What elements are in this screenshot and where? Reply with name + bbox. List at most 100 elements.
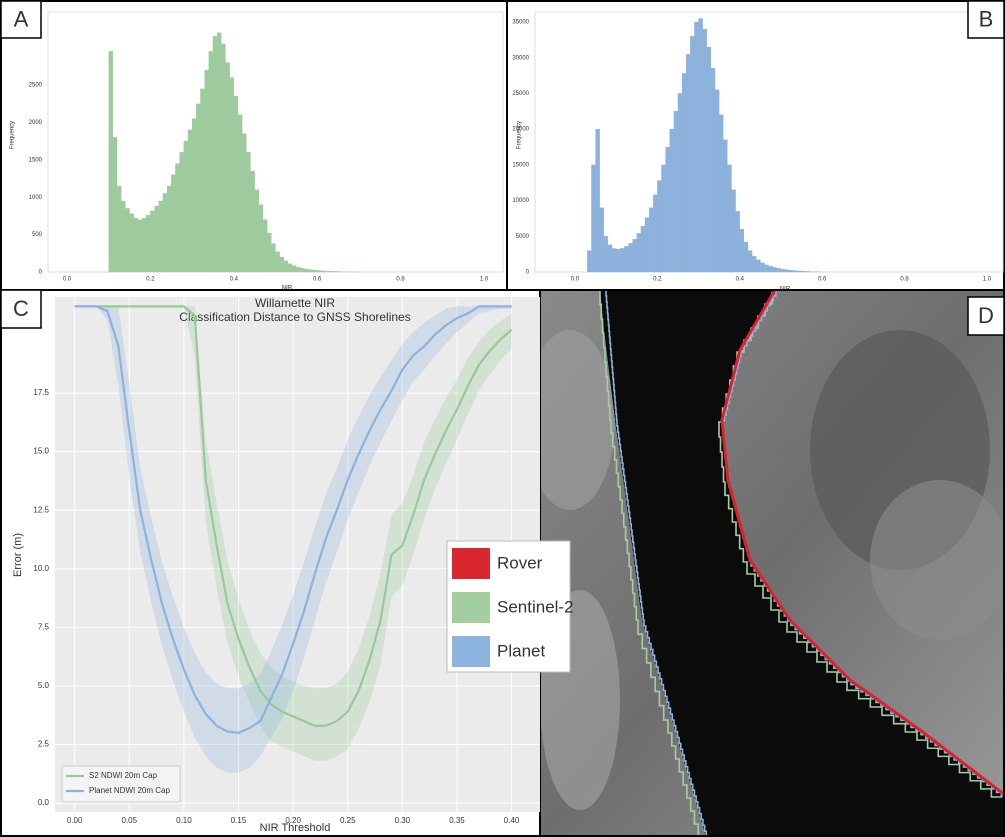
bar (283, 260, 289, 273)
bar (805, 271, 810, 273)
legend-swatch (452, 592, 490, 623)
panel-letters: A B C D (0, 0, 1005, 336)
panel-letter: A (14, 6, 29, 31)
charts: 0.0 0.2 0.4 0.6 0.8 1.0 0 500 1000 1500 2000 2500 NI… (10, 11, 1004, 834)
bar (187, 129, 193, 273)
bar (776, 268, 782, 273)
x-axis-label: NIR Threshold (260, 822, 331, 834)
bar (158, 200, 164, 273)
bar (607, 244, 613, 273)
bar (175, 163, 180, 273)
bar (764, 264, 769, 273)
shorelines (599, 290, 1005, 837)
x-tick-label: 0.20 (285, 816, 301, 825)
x-tick-label: 1.0 (983, 277, 992, 283)
bar (191, 118, 197, 273)
bar (179, 152, 184, 273)
y-tick-label: 10000 (512, 198, 529, 204)
bar (706, 46, 712, 273)
x-tick-label: 0.25 (340, 816, 356, 825)
panel-letter: D (978, 303, 994, 328)
x-axis-label: NIR (780, 287, 791, 293)
bar (116, 185, 122, 273)
x-tick-label: 0.8 (900, 277, 909, 283)
bar (246, 152, 251, 273)
land-texture (870, 480, 1005, 640)
bar (237, 114, 243, 273)
bar (636, 233, 642, 273)
bar (112, 137, 118, 273)
bar (673, 111, 679, 273)
bar (292, 265, 297, 273)
panel-letter: C (13, 296, 29, 321)
bar (591, 164, 596, 273)
shoreline (599, 290, 702, 837)
bar (603, 236, 609, 273)
x-tick-label: 0.05 (121, 816, 137, 825)
bar (653, 194, 658, 273)
bar (121, 200, 126, 273)
bar (644, 217, 650, 273)
legend-swatch (452, 548, 490, 579)
x-tick-label: 0.4 (736, 277, 745, 283)
bar (599, 207, 604, 273)
bar (225, 62, 230, 273)
line (74, 305, 513, 727)
bar (271, 243, 276, 273)
bar (221, 43, 226, 273)
y-tick-label: 12.5 (33, 505, 49, 514)
bar (628, 243, 633, 273)
bar (657, 180, 662, 273)
bar (784, 269, 790, 273)
bar (279, 256, 284, 273)
bar (321, 270, 326, 273)
bar (793, 270, 798, 273)
panel-letter-box (967, 296, 1005, 336)
bar (212, 36, 218, 273)
x-tick-label: 0.6 (313, 277, 322, 283)
y-tick-label: 30000 (512, 55, 529, 61)
bar (162, 193, 168, 273)
bar (333, 271, 339, 273)
x-tick-label: 1.0 (480, 277, 489, 283)
bar (702, 28, 707, 273)
bar (216, 32, 222, 273)
shoreline (605, 290, 708, 837)
bar (133, 217, 139, 273)
bar (620, 248, 625, 273)
y-tick-label: 2.5 (38, 740, 50, 749)
bar (624, 246, 629, 273)
bar (233, 96, 239, 273)
bar (723, 139, 728, 273)
bar (141, 217, 147, 273)
y-tick-label: 2000 (29, 120, 43, 126)
bar (686, 53, 691, 273)
y-tick-label: 0 (39, 270, 43, 276)
land-texture (540, 330, 615, 510)
y-tick-label: 0 (526, 270, 530, 276)
y-tick-label: 15.0 (33, 447, 49, 456)
bar (677, 93, 683, 273)
chart-subtitle: Classification Distance to GNSS Shorelin… (179, 310, 410, 324)
bar (735, 211, 740, 273)
x-axis-label: NIR (282, 286, 293, 292)
x-tick-label: 0.10 (176, 816, 192, 825)
y-tick-label: 1500 (29, 157, 43, 163)
plot-area (534, 11, 1004, 273)
overlay-legend: Rover Sentinel-2 Planet (446, 540, 574, 673)
bar (661, 164, 666, 273)
bar (154, 206, 159, 273)
x-tick-label: 0.40 (504, 816, 520, 825)
bar (300, 268, 305, 273)
bar (108, 51, 114, 273)
panel-letter-box (0, 289, 42, 329)
x-tick-label: 0.35 (449, 816, 465, 825)
y-tick-label: 10.0 (33, 564, 49, 573)
bar (146, 215, 151, 273)
rover-shoreline (720, 290, 1005, 797)
bar (125, 208, 130, 273)
chart-title: Willamette NIR (255, 296, 335, 310)
bar (208, 51, 214, 273)
bar (150, 210, 155, 273)
